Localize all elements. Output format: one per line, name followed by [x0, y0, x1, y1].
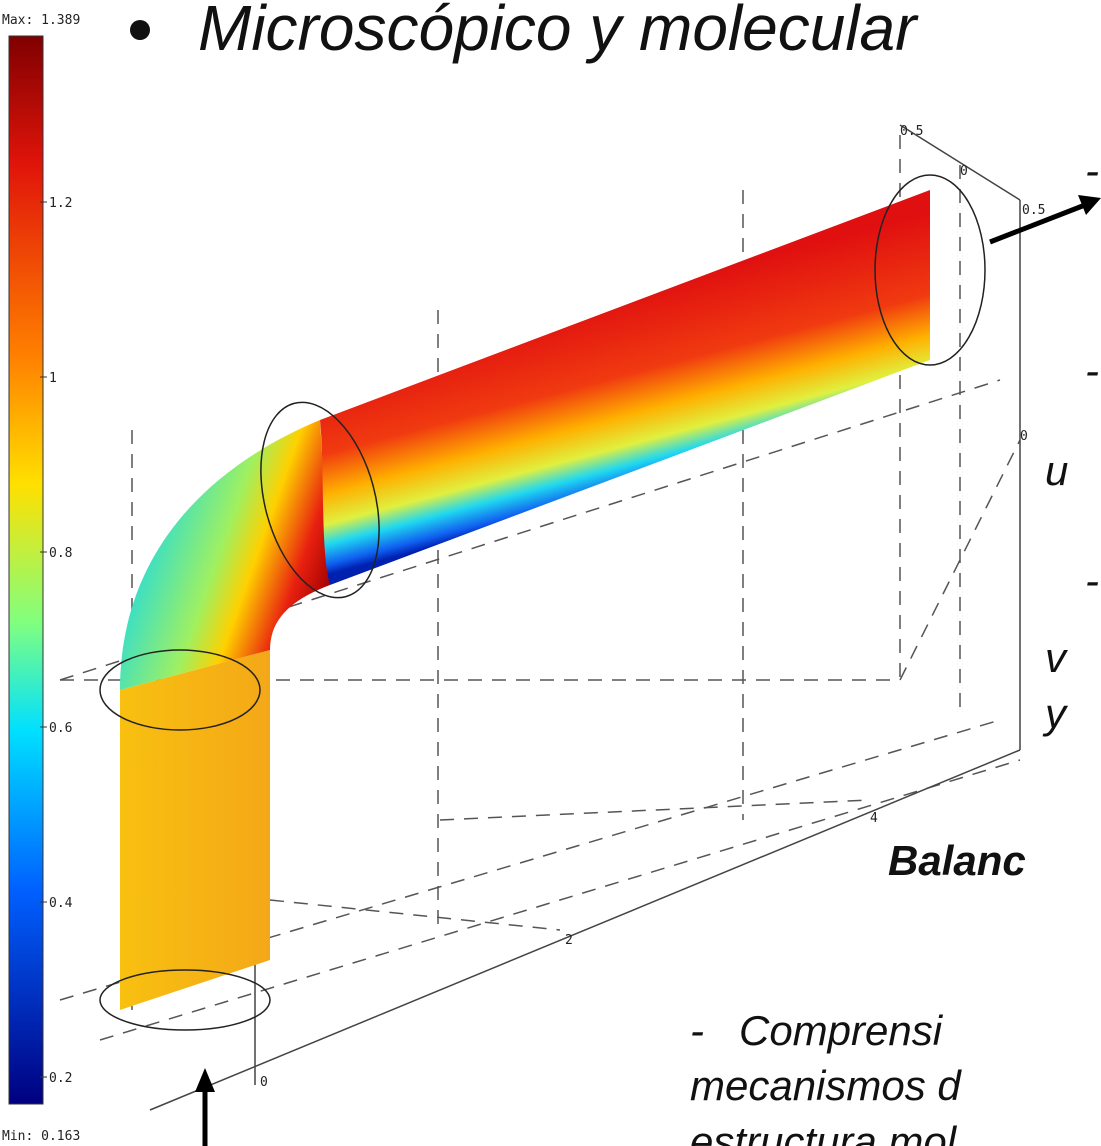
- colorbar-tick-label: 0.6: [49, 721, 72, 736]
- colorbar-tick-label: 1: [49, 371, 57, 386]
- axis-label: 0.5: [900, 124, 923, 139]
- pipe-bend: [120, 420, 330, 690]
- pipe-outlines: [99, 174, 986, 1031]
- text: - Comprensi: [690, 1007, 944, 1054]
- axis-label: 0.5: [1022, 203, 1045, 218]
- colorbar: [8, 35, 44, 1105]
- colorbar-tick-label: 0.4: [49, 896, 73, 911]
- pipe-horizontal: [320, 190, 930, 585]
- text: y: [1042, 690, 1069, 737]
- text: -: [1085, 347, 1099, 394]
- arrows: [195, 195, 1101, 1146]
- axis-label: 2: [565, 933, 573, 948]
- axis-label: 0: [960, 164, 968, 179]
- axis-label: 0: [260, 1075, 268, 1090]
- slide-title: Microscópico y molecular: [198, 0, 919, 64]
- pipe-vertical: [120, 650, 270, 1010]
- colorbar-tick-label: 0.8: [49, 546, 72, 561]
- text: -: [1085, 147, 1099, 194]
- text: v: [1045, 634, 1069, 681]
- text: mecanismos d: [690, 1062, 962, 1109]
- text: u: [1045, 447, 1068, 494]
- text: estructura mol: [690, 1118, 958, 1146]
- axis-label: 0: [1020, 429, 1028, 444]
- heading: Balanc: [888, 837, 1026, 884]
- wireframe: [59, 135, 1021, 1041]
- colorbar-tick-label: 0.2: [49, 1071, 72, 1086]
- colorbar-tick-label: 1.2: [49, 196, 72, 211]
- axis-label: 4: [870, 811, 878, 826]
- colorbar-max: Max: 1.389: [2, 13, 80, 28]
- colorbar-min: Min: 0.163: [2, 1129, 80, 1144]
- text: -: [1085, 557, 1099, 604]
- bullet: [130, 20, 150, 40]
